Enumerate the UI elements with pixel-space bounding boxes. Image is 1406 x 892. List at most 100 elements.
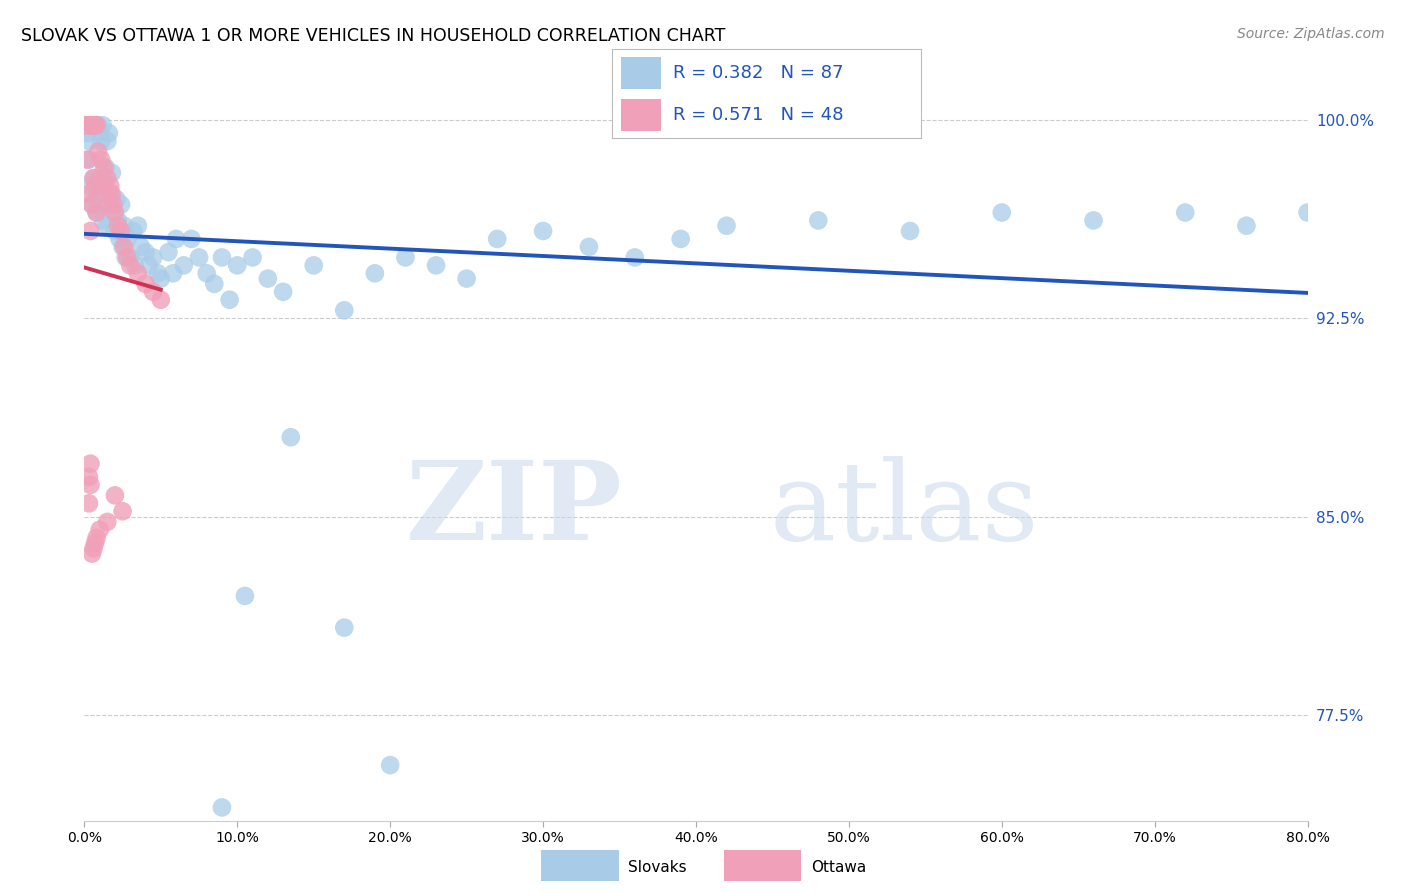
Point <box>103 197 125 211</box>
Point <box>101 186 124 201</box>
Point <box>83 171 105 186</box>
Point <box>425 259 447 273</box>
Text: ZIP: ZIP <box>406 456 623 563</box>
Point <box>173 259 195 273</box>
Point <box>86 205 108 219</box>
Point <box>716 219 738 233</box>
Point <box>86 118 108 132</box>
Point <box>124 259 146 273</box>
Point <box>80 197 103 211</box>
Point <box>83 118 105 132</box>
Point <box>108 232 131 246</box>
Point <box>211 800 233 814</box>
Point <box>146 266 169 280</box>
Point <box>112 240 135 254</box>
Point <box>84 118 107 132</box>
Point <box>89 523 111 537</box>
Point <box>165 232 187 246</box>
Point <box>135 277 157 291</box>
Point <box>149 293 172 307</box>
Bar <box>621 99 661 131</box>
Point <box>83 171 105 186</box>
Point <box>380 758 402 772</box>
Point <box>991 205 1014 219</box>
Text: SLOVAK VS OTTAWA 1 OR MORE VEHICLES IN HOUSEHOLD CORRELATION CHART: SLOVAK VS OTTAWA 1 OR MORE VEHICLES IN H… <box>21 27 725 45</box>
Point <box>110 224 132 238</box>
Point <box>91 118 114 132</box>
Point <box>112 219 135 233</box>
Point <box>115 251 138 265</box>
Text: atlas: atlas <box>769 456 1039 563</box>
Point <box>77 496 100 510</box>
Point <box>89 126 111 140</box>
Point <box>76 153 98 167</box>
Point <box>98 186 121 201</box>
Point <box>333 303 356 318</box>
Point <box>218 293 240 307</box>
Point <box>98 179 121 194</box>
Point <box>89 171 111 186</box>
Point <box>94 161 117 175</box>
Point <box>115 232 138 246</box>
Point <box>111 240 134 254</box>
Point <box>75 118 97 132</box>
Point <box>1174 205 1197 219</box>
Point <box>807 213 830 227</box>
Point <box>87 118 110 132</box>
Point <box>162 266 184 280</box>
Point <box>242 251 264 265</box>
Point <box>226 259 249 273</box>
Point <box>80 118 103 132</box>
Point <box>1236 219 1258 233</box>
Point <box>90 134 112 148</box>
Point <box>75 118 97 132</box>
Point <box>96 171 118 186</box>
Point <box>142 285 165 299</box>
Point <box>93 171 115 186</box>
Point <box>531 224 554 238</box>
Text: Ottawa: Ottawa <box>811 860 866 874</box>
Point <box>120 259 142 273</box>
Point <box>87 186 110 201</box>
Point <box>333 621 356 635</box>
Point <box>104 224 127 238</box>
Point <box>83 118 105 132</box>
Point <box>79 118 101 132</box>
Point <box>202 277 225 291</box>
Point <box>456 271 478 285</box>
Text: Slovaks: Slovaks <box>628 860 688 874</box>
Point <box>127 219 149 233</box>
Point <box>149 271 172 285</box>
Point <box>97 126 120 140</box>
Point <box>135 245 157 260</box>
Point <box>77 470 100 484</box>
Point <box>104 488 127 502</box>
Text: R = 0.382   N = 87: R = 0.382 N = 87 <box>673 64 844 82</box>
Point <box>180 232 202 246</box>
Point <box>84 536 107 550</box>
Point <box>77 134 100 148</box>
Point <box>96 515 118 529</box>
Point <box>578 240 600 254</box>
Point <box>107 213 129 227</box>
Point <box>120 251 142 265</box>
Point <box>114 251 136 265</box>
Point <box>271 285 294 299</box>
Point <box>302 259 325 273</box>
Point <box>84 179 107 194</box>
Point <box>94 186 117 201</box>
Text: R = 0.571   N = 48: R = 0.571 N = 48 <box>673 106 844 124</box>
Point <box>96 134 118 148</box>
Point <box>87 145 110 159</box>
Point <box>195 266 218 280</box>
Point <box>84 192 107 206</box>
Point <box>142 251 165 265</box>
Point <box>76 126 98 140</box>
Point <box>211 251 233 265</box>
Point <box>257 271 280 285</box>
Point <box>103 205 125 219</box>
Point <box>104 205 127 219</box>
Point <box>669 232 692 246</box>
Bar <box>621 57 661 89</box>
Point <box>77 153 100 167</box>
